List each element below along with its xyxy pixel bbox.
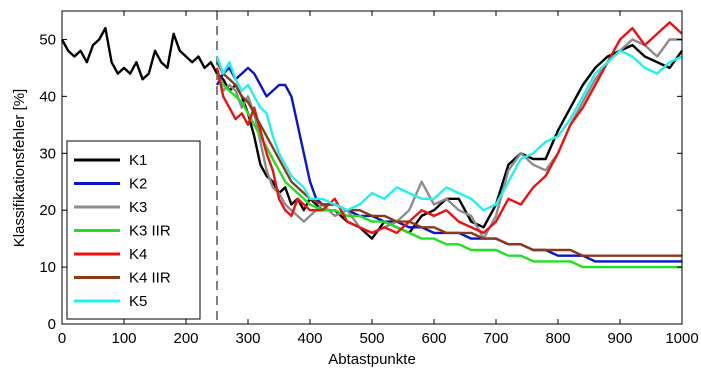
x-tick-label: 500 <box>359 330 384 347</box>
x-tick-label: 900 <box>607 330 632 347</box>
y-tick-label: 50 <box>39 31 56 48</box>
x-tick-label: 700 <box>483 330 508 347</box>
x-axis-ticks: 0 100 200 300 400 500 600 700 800 900 1000 <box>58 11 699 347</box>
x-tick-label: 800 <box>545 330 570 347</box>
legend-label: K4 <box>129 246 147 263</box>
series-line-k4 <box>215 21 683 235</box>
series-line-k3 <box>215 38 682 240</box>
legend: K1 K2 K3 K3 IIR K4 K4 IIR K5 <box>66 140 201 320</box>
series-line-k4-iir <box>215 61 682 257</box>
x-tick-label: 400 <box>297 330 322 347</box>
series-group <box>60 21 683 269</box>
legend-label: K4 IIR <box>129 270 171 287</box>
y-axis-label: Klassifikationsfehler [%] <box>11 89 28 247</box>
y-tick-label: 40 <box>39 88 56 105</box>
x-tick-label: 600 <box>421 330 446 347</box>
x-axis-label: Abtastpunkte <box>328 351 416 368</box>
x-tick-label: 100 <box>111 330 136 347</box>
legend-label: K1 <box>129 152 147 169</box>
legend-label: K3 <box>129 199 147 216</box>
legend-label: K3 IIR <box>129 223 171 240</box>
legend-label: K5 <box>129 293 147 310</box>
y-tick-label: 10 <box>39 259 56 276</box>
x-tick-label: 300 <box>235 330 260 347</box>
y-tick-label: 0 <box>48 316 56 333</box>
y-axis-ticks: 0 10 20 30 40 50 <box>39 31 682 333</box>
y-tick-label: 20 <box>39 202 56 219</box>
legend-label: K2 <box>129 176 147 193</box>
series-line-k5 <box>215 49 683 212</box>
x-tick-label: 0 <box>58 330 66 347</box>
x-tick-label: 1000 <box>665 330 698 347</box>
x-tick-label: 200 <box>173 330 198 347</box>
y-tick-label: 30 <box>39 145 56 162</box>
